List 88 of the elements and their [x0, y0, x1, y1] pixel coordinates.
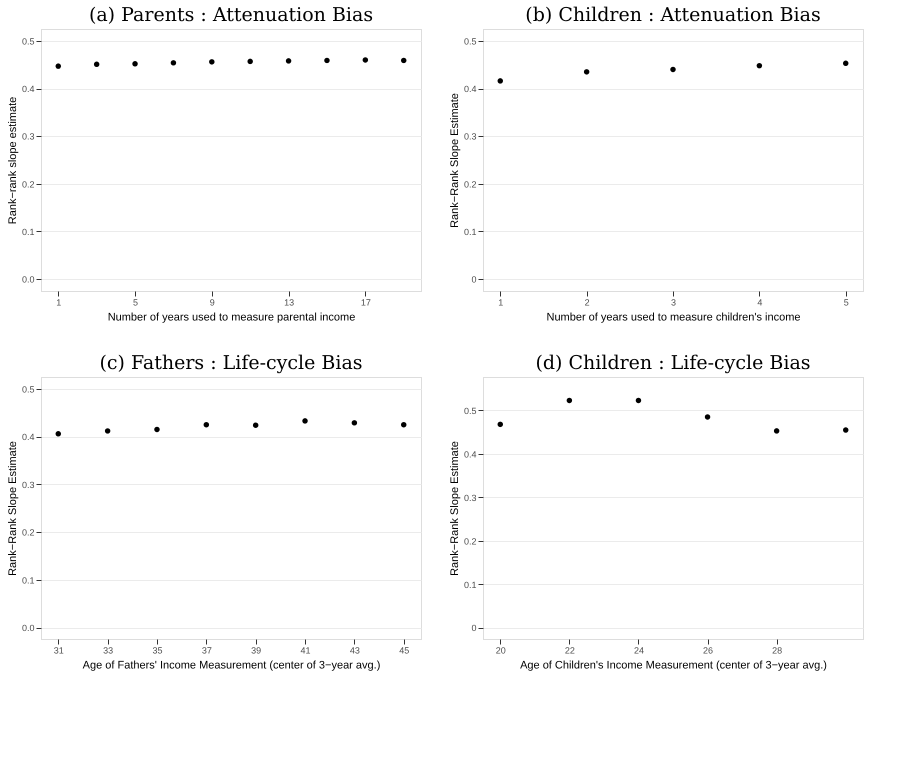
point — [286, 58, 292, 64]
y-tick-label: 0.4 — [22, 84, 34, 94]
x-tick-label: 35 — [152, 646, 162, 656]
point — [498, 422, 504, 428]
x-axis-title: Number of years used to measure children's income — [546, 312, 800, 324]
point — [247, 58, 253, 64]
y-tick-label: 0.5 — [22, 384, 34, 394]
y-tick-label: 0.2 — [464, 536, 476, 546]
point — [842, 427, 848, 433]
point — [104, 428, 110, 434]
y-tick-label: 0.2 — [464, 179, 476, 190]
y-tick-label: 0.4 — [464, 449, 476, 460]
point — [498, 78, 504, 84]
point — [362, 57, 368, 63]
point — [774, 428, 780, 434]
y-tick-label: 0.1 — [22, 226, 34, 237]
y-tick-label: 0 — [471, 274, 476, 285]
y-tick-label: 0.1 — [22, 575, 34, 586]
point — [94, 62, 100, 67]
x-tick-label: 31 — [54, 646, 64, 656]
point — [324, 58, 330, 64]
point — [636, 398, 642, 404]
y-tick-label: 0.3 — [464, 132, 476, 142]
y-tick-label: 0.2 — [22, 179, 34, 190]
point — [302, 418, 308, 424]
x-tick-label: 20 — [496, 646, 506, 656]
y-tick-label: 0.3 — [464, 492, 476, 503]
y-tick-label: 0.5 — [464, 36, 476, 46]
point — [352, 420, 358, 426]
y-tick-label: 0.5 — [464, 406, 476, 416]
x-tick-label: 3 — [670, 298, 676, 308]
point — [132, 61, 138, 67]
point — [56, 431, 62, 437]
y-tick-label: 0.1 — [464, 226, 476, 237]
y-axis-title: Rank−Rank Slope Estimate — [448, 441, 461, 576]
x-tick-label: 24 — [634, 646, 644, 656]
y-tick-label: 0.0 — [22, 623, 34, 634]
point — [154, 426, 160, 432]
point — [252, 422, 258, 428]
point — [56, 63, 62, 69]
x-axis-title: Number of years used to measure parental income — [108, 312, 356, 324]
point — [584, 69, 590, 75]
y-axis-title: Rank−Rank Slope Estimate — [448, 93, 461, 228]
x-tick-label: 37 — [202, 646, 212, 656]
x-axis-title: Age of Fathers' Income Measurement (center of 3−year avg.) — [82, 660, 380, 672]
x-tick-label: 17 — [360, 298, 371, 308]
x-tick-label: 2 — [584, 298, 590, 308]
point — [670, 66, 676, 72]
point — [209, 59, 215, 65]
point — [204, 422, 210, 428]
y-tick-label: 0.4 — [464, 84, 476, 94]
y-axis-title: Rank−rank slope estimate — [6, 96, 19, 224]
y-tick-label: 0.0 — [22, 274, 34, 285]
x-tick-label: 45 — [399, 646, 410, 656]
y-tick-label: 0.5 — [22, 36, 34, 46]
x-tick-label: 33 — [103, 646, 114, 656]
x-tick-label: 41 — [300, 646, 311, 656]
y-tick-label: 0 — [471, 623, 476, 634]
chart-title: (b) Children : Attenuation Bias — [525, 4, 821, 26]
point — [756, 62, 762, 68]
y-tick-label: 0.3 — [22, 132, 34, 142]
point — [704, 414, 710, 420]
y-tick-label: 0.2 — [22, 528, 34, 538]
point — [566, 398, 572, 404]
y-tick-label: 0.3 — [22, 480, 34, 490]
x-tick-label: 26 — [703, 646, 714, 656]
point — [842, 60, 848, 66]
x-tick-label: 1 — [56, 298, 62, 308]
point — [400, 58, 406, 64]
x-tick-label: 5 — [133, 298, 138, 308]
x-tick-label: 9 — [210, 298, 215, 308]
x-tick-label: 22 — [564, 646, 575, 656]
x-tick-label: 4 — [757, 298, 762, 308]
x-tick-label: 43 — [350, 646, 360, 656]
x-tick-label: 1 — [498, 298, 504, 308]
x-tick-label: 39 — [251, 646, 262, 656]
y-axis-title: Rank−Rank Slope Estimate — [6, 441, 19, 576]
x-tick-label: 28 — [772, 646, 782, 656]
y-tick-label: 0.1 — [464, 580, 476, 590]
x-tick-label: 13 — [284, 298, 294, 308]
point — [400, 422, 406, 428]
x-tick-label: 5 — [844, 298, 849, 308]
point — [170, 60, 176, 66]
x-axis-title: Age of Children's Income Measurement (center of 3−year avg.) — [520, 660, 827, 672]
chart-title: (c) Fathers : Life-cycle Bias — [99, 352, 363, 374]
chart-title: (a) Parents : Attenuation Bias — [88, 4, 374, 26]
chart-title: (d) Children : Life-cycle Bias — [535, 352, 811, 374]
y-tick-label: 0.4 — [22, 432, 34, 442]
